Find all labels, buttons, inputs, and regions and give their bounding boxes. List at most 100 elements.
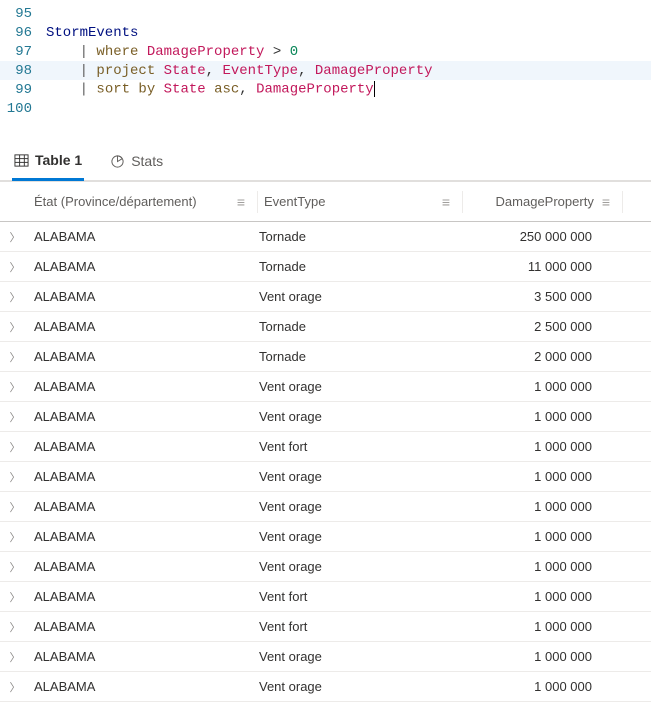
cell-damage: 1 000 000 <box>455 439 610 454</box>
expand-row-icon[interactable]: 〉 <box>0 289 30 305</box>
expand-row-icon[interactable]: 〉 <box>0 679 30 695</box>
table-row[interactable]: 〉ALABAMAVent orage3 500 000 <box>0 282 651 312</box>
cell-damage: 2 000 000 <box>455 349 610 364</box>
column-header-damage[interactable]: DamageProperty ≡ <box>465 194 620 210</box>
results-grid: État (Province/département) ≡ EventType … <box>0 181 651 702</box>
table-row[interactable]: 〉ALABAMAVent orage1 000 000 <box>0 552 651 582</box>
line-number: 97 <box>0 44 46 60</box>
line-number: 100 <box>0 101 46 117</box>
expand-row-icon[interactable]: 〉 <box>0 589 30 605</box>
table-row[interactable]: 〉ALABAMAVent fort1 000 000 <box>0 432 651 462</box>
cell-event: Vent orage <box>255 379 455 394</box>
cell-damage: 1 000 000 <box>455 469 610 484</box>
text-cursor <box>374 81 375 97</box>
column-menu-icon[interactable]: ≡ <box>602 194 610 210</box>
tab-table[interactable]: Table 1 <box>12 146 84 181</box>
line-number: 99 <box>0 82 46 98</box>
tab-stats[interactable]: Stats <box>108 147 165 179</box>
expand-row-icon[interactable]: 〉 <box>0 439 30 455</box>
cell-damage: 11 000 000 <box>455 259 610 274</box>
column-separator[interactable] <box>257 191 258 213</box>
query-editor[interactable]: 9596StormEvents97 | where DamageProperty… <box>0 0 651 124</box>
cell-state: ALABAMA <box>30 619 255 634</box>
cell-event: Vent orage <box>255 679 455 694</box>
result-tabs: Table 1 Stats <box>0 136 651 181</box>
table-row[interactable]: 〉ALABAMATornade2 000 000 <box>0 342 651 372</box>
cell-damage: 1 000 000 <box>455 679 610 694</box>
line-number: 95 <box>0 6 46 22</box>
table-row[interactable]: 〉ALABAMATornade250 000 000 <box>0 222 651 252</box>
cell-state: ALABAMA <box>30 349 255 364</box>
cell-state: ALABAMA <box>30 289 255 304</box>
column-separator[interactable] <box>622 191 623 213</box>
code-line[interactable]: 98 | project State, EventType, DamagePro… <box>0 61 651 80</box>
column-separator[interactable] <box>462 191 463 213</box>
cell-state: ALABAMA <box>30 679 255 694</box>
cell-damage: 1 000 000 <box>455 619 610 634</box>
column-header-event-label: EventType <box>264 194 325 209</box>
cell-damage: 1 000 000 <box>455 499 610 514</box>
code-content[interactable]: | project State, EventType, DamageProper… <box>46 63 433 79</box>
table-row[interactable]: 〉ALABAMAVent fort1 000 000 <box>0 612 651 642</box>
code-content[interactable]: | sort by State asc, DamageProperty <box>46 81 375 98</box>
code-content[interactable]: | where DamageProperty > 0 <box>46 44 298 60</box>
table-row[interactable]: 〉ALABAMAVent orage1 000 000 <box>0 462 651 492</box>
cell-event: Vent orage <box>255 469 455 484</box>
expand-row-icon[interactable]: 〉 <box>0 259 30 275</box>
cell-event: Vent fort <box>255 589 455 604</box>
cell-damage: 1 000 000 <box>455 589 610 604</box>
expand-row-icon[interactable]: 〉 <box>0 529 30 545</box>
expand-row-icon[interactable]: 〉 <box>0 379 30 395</box>
cell-event: Tornade <box>255 349 455 364</box>
code-line[interactable]: 100 <box>0 99 651 118</box>
line-number: 98 <box>0 63 46 79</box>
cell-event: Tornade <box>255 229 455 244</box>
expand-row-icon[interactable]: 〉 <box>0 649 30 665</box>
column-header-state[interactable]: État (Province/département) ≡ <box>30 194 255 210</box>
table-row[interactable]: 〉ALABAMAVent fort1 000 000 <box>0 582 651 612</box>
cell-state: ALABAMA <box>30 469 255 484</box>
column-header-event[interactable]: EventType ≡ <box>260 194 460 210</box>
expand-row-icon[interactable]: 〉 <box>0 559 30 575</box>
code-content[interactable]: StormEvents <box>46 25 138 41</box>
stats-icon <box>110 154 125 169</box>
column-menu-icon[interactable]: ≡ <box>442 194 450 210</box>
table-row[interactable]: 〉ALABAMATornade11 000 000 <box>0 252 651 282</box>
expand-row-icon[interactable]: 〉 <box>0 229 30 245</box>
cell-state: ALABAMA <box>30 409 255 424</box>
table-row[interactable]: 〉ALABAMAVent orage1 000 000 <box>0 672 651 702</box>
table-row[interactable]: 〉ALABAMAVent orage1 000 000 <box>0 372 651 402</box>
cell-state: ALABAMA <box>30 559 255 574</box>
tab-table-label: Table 1 <box>35 152 82 168</box>
cell-state: ALABAMA <box>30 379 255 394</box>
code-line[interactable]: 95 <box>0 4 651 23</box>
expand-row-icon[interactable]: 〉 <box>0 409 30 425</box>
cell-damage: 1 000 000 <box>455 409 610 424</box>
cell-event: Vent orage <box>255 559 455 574</box>
cell-event: Tornade <box>255 319 455 334</box>
column-menu-icon[interactable]: ≡ <box>237 194 245 210</box>
cell-event: Vent orage <box>255 529 455 544</box>
code-line[interactable]: 96StormEvents <box>0 23 651 42</box>
code-line[interactable]: 99 | sort by State asc, DamageProperty <box>0 80 651 99</box>
code-line[interactable]: 97 | where DamageProperty > 0 <box>0 42 651 61</box>
cell-event: Vent orage <box>255 289 455 304</box>
expand-row-icon[interactable]: 〉 <box>0 349 30 365</box>
table-row[interactable]: 〉ALABAMAVent orage1 000 000 <box>0 492 651 522</box>
table-row[interactable]: 〉ALABAMAVent orage1 000 000 <box>0 402 651 432</box>
expand-row-icon[interactable]: 〉 <box>0 499 30 515</box>
expand-row-icon[interactable]: 〉 <box>0 619 30 635</box>
expand-row-icon[interactable]: 〉 <box>0 319 30 335</box>
cell-event: Vent orage <box>255 499 455 514</box>
cell-state: ALABAMA <box>30 259 255 274</box>
table-row[interactable]: 〉ALABAMAVent orage1 000 000 <box>0 642 651 672</box>
cell-damage: 2 500 000 <box>455 319 610 334</box>
line-number: 96 <box>0 25 46 41</box>
cell-damage: 1 000 000 <box>455 529 610 544</box>
expand-row-icon[interactable]: 〉 <box>0 469 30 485</box>
cell-state: ALABAMA <box>30 229 255 244</box>
cell-state: ALABAMA <box>30 529 255 544</box>
table-row[interactable]: 〉ALABAMAVent orage1 000 000 <box>0 522 651 552</box>
column-header-state-label: État (Province/département) <box>34 194 197 209</box>
table-row[interactable]: 〉ALABAMATornade2 500 000 <box>0 312 651 342</box>
